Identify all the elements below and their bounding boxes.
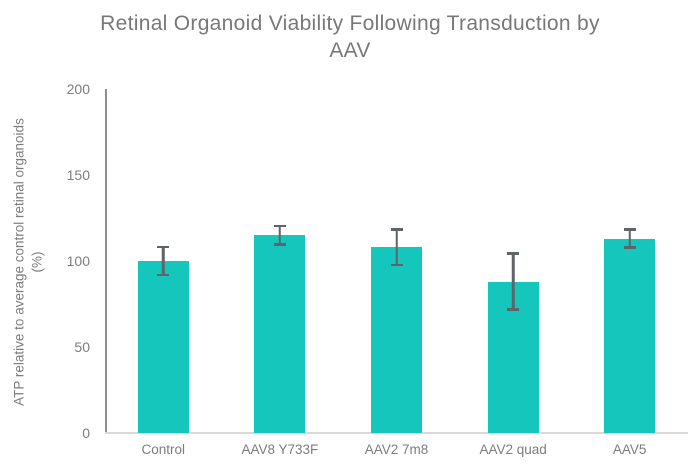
y-tick-label-50: 50 [74,339,90,355]
error-bar-cap [623,228,636,231]
x-tick-label-aav2-7m8: AAV2 7m8 [364,442,429,457]
error-bar-stem [162,245,165,277]
bar-aav5 [604,238,656,433]
error-bar-stem [278,224,282,246]
error-bar-control [157,245,170,277]
x-tick-label-aav5: AAV5 [612,442,647,457]
error-bar-cap [273,224,286,228]
y-tick-label-150: 150 [66,167,90,183]
error-bar-aav8-y733f [273,224,286,246]
error-bar-stem [511,252,515,311]
x-tick-label-aav2-quad: AAV2 quad [479,442,547,457]
bar-aav8-y733f [254,235,306,433]
bar-aav2-7m8 [371,247,422,433]
error-bar-cap [273,243,286,246]
error-bar-cap [157,245,170,249]
error-bar-cap [507,252,520,255]
x-tick-label-aav8-y733f: AAV8 Y733F [241,442,319,457]
y-axis-line [105,89,107,433]
error-bar-stem [628,228,631,249]
error-bar-cap [157,273,170,277]
error-bar-cap [390,228,403,231]
chart-title: Retinal Organoid Viability Following Tra… [100,12,600,63]
error-bar-cap [623,246,636,249]
y-tick-label-200: 200 [66,81,90,97]
error-bar-aav2-7m8 [390,228,403,267]
error-bar-aav2-quad [507,252,520,311]
error-bar-aav5 [623,228,636,249]
error-bar-cap [390,263,403,267]
error-bar-cap [507,308,520,311]
error-bar-stem [395,228,398,267]
bar-control [137,261,189,433]
x-tick-label-control: Control [141,442,186,457]
y-tick-label-0: 0 [82,425,90,441]
y-tick-label-100: 100 [66,253,90,269]
x-axis-line [105,432,688,434]
